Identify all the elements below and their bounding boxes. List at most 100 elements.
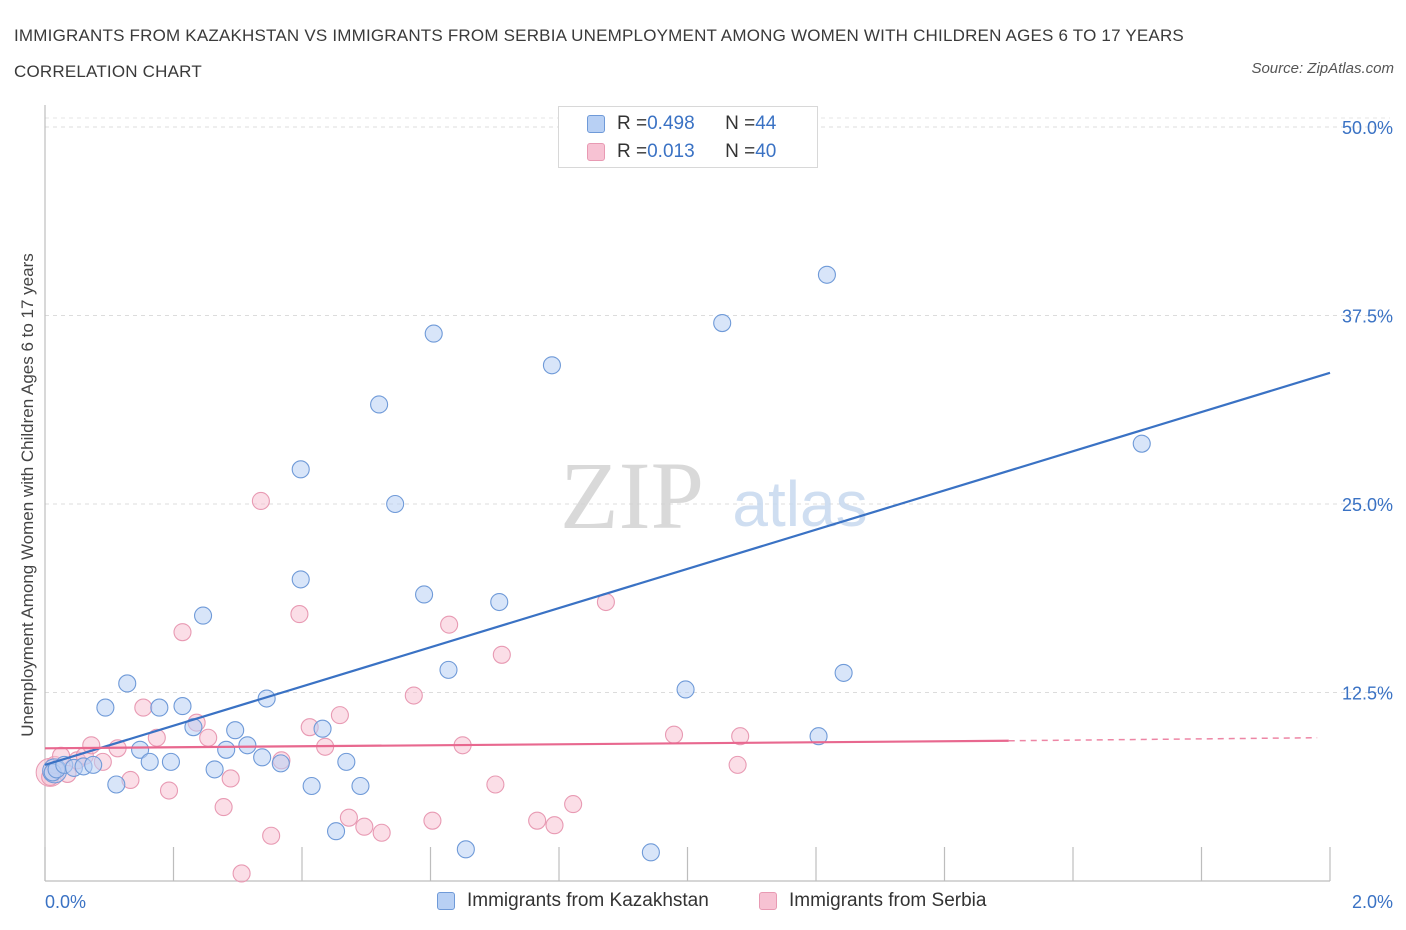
data-point-kazakhstan <box>439 660 458 679</box>
data-point-serbia <box>147 728 166 747</box>
bottom-legend-label: Immigrants from Kazakhstan <box>467 890 709 911</box>
data-point-kazakhstan <box>131 740 150 759</box>
legend-n-label: N = <box>725 141 756 162</box>
trend-line-serbia <box>44 739 1009 750</box>
data-point-serbia <box>728 755 747 774</box>
data-point-serbia <box>251 491 270 511</box>
data-point-kazakhstan <box>809 727 828 746</box>
axes <box>44 105 1331 882</box>
data-point-serbia <box>330 706 349 725</box>
data-point-kazakhstan <box>238 736 257 755</box>
data-point-serbia <box>545 816 564 835</box>
chart-title: IMMIGRANTS FROM KAZAKHSTAN VS IMMIGRANTS… <box>14 26 1184 81</box>
data-point-kazakhstan <box>1132 434 1151 453</box>
data-point-kazakhstan <box>313 719 332 738</box>
bottom-swatch-pink <box>759 892 777 910</box>
legend-n-label: N = <box>725 113 756 134</box>
legend: R = 0.498 N = 44 R = 0.013 N = 40 <box>558 106 818 168</box>
data-point-kazakhstan <box>490 592 509 612</box>
data-point-serbia <box>290 605 309 624</box>
data-point-kazakhstan <box>337 752 356 771</box>
source-label: Source: ZipAtlas.com <box>1251 60 1394 77</box>
data-point-serbia <box>564 795 583 814</box>
data-point-serbia <box>492 645 511 664</box>
legend-r-label: R = <box>617 141 648 162</box>
data-point-kazakhstan <box>370 395 389 414</box>
bottom-swatch-blue <box>437 892 455 910</box>
data-point-kazakhstan <box>291 570 310 589</box>
data-point-serbia <box>404 686 423 705</box>
data-point-kazakhstan <box>161 752 180 771</box>
legend-n-value: 40 <box>755 141 777 162</box>
legend-n-value: 44 <box>755 113 777 134</box>
data-point-kazakhstan <box>302 776 321 796</box>
data-point-kazakhstan <box>415 585 434 604</box>
data-point-kazakhstan <box>271 754 290 773</box>
data-point-serbia <box>134 698 153 717</box>
trend-line-serbia-extension <box>1008 736 1318 742</box>
data-point-serbia <box>221 769 240 788</box>
data-point-serbia <box>664 725 684 744</box>
data-point-serbia <box>232 864 251 883</box>
gridlines <box>45 117 1390 693</box>
data-point-kazakhstan <box>253 748 272 767</box>
y-tick-label: 37.5% <box>1342 307 1393 327</box>
data-point-kazakhstan <box>257 689 276 708</box>
y-tick-label: 50.0% <box>1342 118 1393 138</box>
data-point-kazakhstan <box>217 740 236 759</box>
data-point-serbia <box>159 781 179 800</box>
legend-r-value: 0.013 <box>647 141 695 162</box>
data-point-kazakhstan <box>424 324 443 343</box>
watermark-atlas: atlas <box>732 468 867 540</box>
data-point-kazakhstan <box>107 775 126 794</box>
y-tick-labels: 12.5% 25.0% 37.5% 50.0% <box>1342 118 1393 704</box>
data-point-kazakhstan <box>205 760 224 779</box>
x-tick-label: 2.0% <box>1352 892 1393 912</box>
data-point-serbia <box>339 808 358 827</box>
legend-row-serbia: R = 0.013 N = 40 <box>587 140 776 164</box>
data-point-kazakhstan <box>834 663 853 682</box>
y-tick-label: 12.5% <box>1342 684 1393 704</box>
data-point-kazakhstan <box>676 680 695 699</box>
data-point-kazakhstan <box>118 674 137 693</box>
data-point-serbia <box>199 728 218 747</box>
data-point-kazakhstan <box>150 698 169 717</box>
data-point-kazakhstan <box>713 313 732 333</box>
data-point-serbia <box>486 775 505 794</box>
data-point-kazakhstan <box>817 265 836 284</box>
data-point-kazakhstan <box>173 697 192 716</box>
data-point-serbia <box>355 817 374 836</box>
data-point-kazakhstan <box>226 721 245 740</box>
data-point-kazakhstan <box>84 755 103 774</box>
data-point-kazakhstan <box>542 356 561 375</box>
data-point-kazakhstan <box>456 840 475 859</box>
bottom-legend-kazakhstan: Immigrants from Kazakhstan <box>437 890 709 912</box>
data-point-serbia <box>731 727 750 746</box>
data-point-kazakhstan <box>641 843 660 862</box>
x-tick-label: 0.0% <box>45 892 86 912</box>
data-point-kazakhstan <box>194 606 213 625</box>
data-point-serbia <box>423 811 442 830</box>
watermark-zip: ZIP <box>560 442 704 549</box>
bottom-legend: Immigrants from Kazakhstan Immigrants fr… <box>0 890 1406 914</box>
x-tick-labels: 0.0% 2.0% <box>45 892 1393 912</box>
trend-line-kazakhstan <box>44 371 1331 766</box>
legend-r-value: 0.498 <box>647 113 695 134</box>
data-point-serbia <box>372 823 391 842</box>
data-point-serbia <box>173 623 192 642</box>
data-point-kazakhstan <box>140 752 159 771</box>
legend-swatch-pink <box>587 143 605 161</box>
legend-r-label: R = <box>617 113 648 134</box>
pink-series <box>35 491 750 883</box>
data-point-serbia <box>262 826 281 845</box>
data-point-serbia <box>214 798 233 817</box>
data-point-serbia <box>440 615 459 634</box>
data-point-kazakhstan <box>386 494 405 514</box>
data-point-serbia <box>528 811 547 830</box>
bottom-legend-serbia: Immigrants from Serbia <box>759 890 986 912</box>
data-point-kazakhstan <box>291 460 310 479</box>
blue-series <box>42 265 1151 862</box>
data-point-kazakhstan <box>96 698 115 717</box>
bottom-legend-label: Immigrants from Serbia <box>789 890 987 911</box>
